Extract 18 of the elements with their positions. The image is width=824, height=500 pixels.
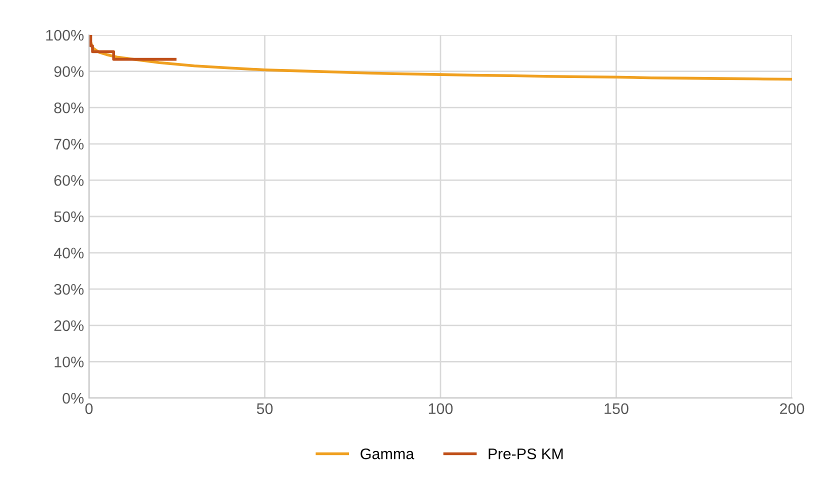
y-tick-label: 0%: [62, 392, 84, 404]
y-tick-label: 60%: [54, 175, 84, 186]
y-tick-label: 80%: [54, 102, 84, 114]
y-tick-label: 100%: [46, 30, 84, 41]
y-tick-label: 30%: [54, 284, 84, 295]
x-tick-label: 50: [256, 403, 273, 414]
y-tick-label: 20%: [54, 320, 84, 332]
y-tick-label: 40%: [54, 248, 84, 258]
x-tick-label: 0: [85, 403, 93, 414]
legend-label: Pre-PS KM: [488, 448, 563, 460]
y-tick-label: 50%: [54, 211, 84, 222]
x-tick-label: 150: [604, 403, 628, 414]
y-tick-label: 70%: [54, 138, 84, 150]
legend-label: Gamma: [360, 448, 414, 460]
y-tick-label: 90%: [54, 66, 84, 77]
x-tick-label: 200: [780, 403, 804, 414]
y-tick-label: 10%: [54, 356, 84, 368]
x-tick-label: 100: [428, 403, 453, 414]
